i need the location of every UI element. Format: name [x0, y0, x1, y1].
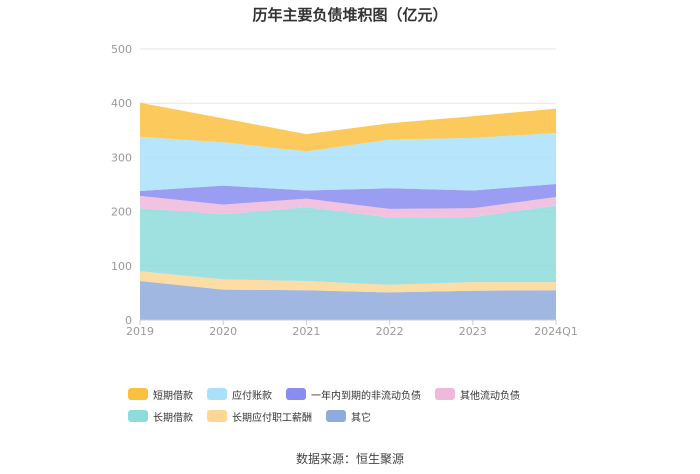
- legend-item-0[interactable]: 短期借款: [128, 387, 193, 402]
- legend: 短期借款 应付账款 一年内到期的非流动负债 其他流动负债长期借款 长期应付职工薪酬 其它: [128, 387, 598, 431]
- legend-swatch-2: [286, 388, 306, 400]
- legend-label-1: 应付账款: [232, 390, 272, 402]
- legend-swatch-6: [326, 410, 346, 422]
- legend-item-2[interactable]: 一年内到期的非流动负债: [286, 387, 421, 402]
- legend-swatch-3: [435, 388, 455, 400]
- legend-swatch-0: [128, 388, 148, 400]
- legend-swatch-4: [128, 410, 148, 422]
- legend-swatch-5: [207, 410, 227, 422]
- y-axis: 0 100 200 300 400 500: [111, 43, 132, 327]
- area-series-2: [140, 205, 556, 285]
- x-tick-label-5: 2024Q1: [534, 325, 578, 338]
- legend-label-2: 一年内到期的非流动负债: [311, 390, 421, 402]
- legend-label-4: 长期借款: [153, 412, 193, 424]
- x-tick-label-4: 2023: [459, 325, 487, 338]
- y-tick-label-0: 0: [125, 314, 132, 327]
- legend-label-0: 短期借款: [153, 390, 193, 402]
- area-series: [140, 102, 556, 320]
- legend-swatch-1: [207, 388, 227, 400]
- y-tick-label-3: 300: [111, 151, 132, 164]
- y-tick-label-1: 100: [111, 260, 132, 273]
- y-tick-label-5: 500: [111, 43, 132, 56]
- area-series-4: [140, 184, 556, 209]
- area-series-0: [140, 281, 556, 320]
- x-axis: 2019 2020 2021 2022 2023 2024Q1: [126, 319, 578, 338]
- legend-item-5[interactable]: 长期应付职工薪酬: [207, 409, 312, 424]
- area-series-5: [140, 133, 556, 191]
- legend-item-4[interactable]: 长期借款: [128, 409, 193, 424]
- legend-item-3[interactable]: 其他流动负债: [435, 387, 520, 402]
- data-source: 数据来源：恒生聚源: [295, 452, 404, 466]
- area-series-3: [140, 195, 556, 218]
- legend-label-5: 长期应付职工薪酬: [232, 412, 312, 424]
- legend-label-3: 其他流动负债: [460, 390, 520, 402]
- legend-label-6: 其它: [351, 412, 371, 424]
- area-series-6: [140, 102, 556, 152]
- y-tick-label-2: 200: [111, 206, 132, 219]
- x-tick-label-0: 2019: [126, 325, 154, 338]
- legend-item-1[interactable]: 应付账款: [207, 387, 272, 402]
- legend-item-6[interactable]: 其它: [326, 409, 371, 424]
- x-tick-label-2: 2021: [292, 325, 320, 338]
- y-tick-label-4: 400: [111, 97, 132, 110]
- x-tick-label-1: 2020: [209, 325, 237, 338]
- x-tick-label-3: 2022: [376, 325, 404, 338]
- area-series-1: [140, 271, 556, 293]
- chart-title: 历年主要负债堆积图（亿元）: [252, 6, 448, 24]
